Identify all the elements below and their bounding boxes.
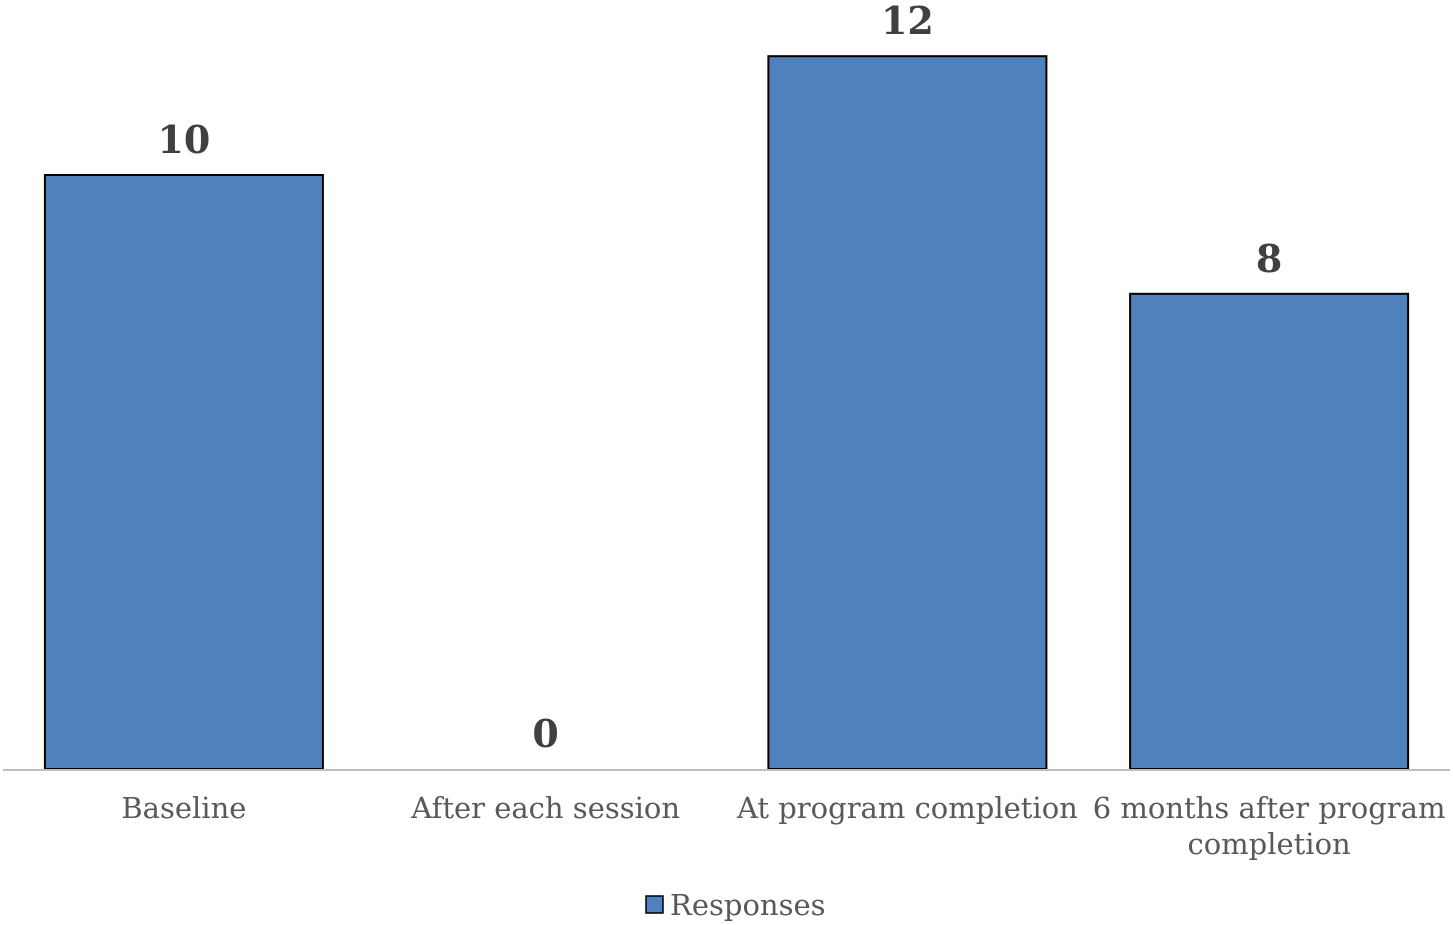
x-tick-label-1: After each session	[410, 791, 680, 825]
bars-group	[45, 56, 1408, 769]
data-labels-group: 10 0 12 8	[157, 0, 1282, 756]
bar-2	[768, 56, 1046, 769]
legend-label-responses: Responses	[670, 888, 826, 922]
data-label-0: 10	[157, 117, 210, 162]
data-label-3: 8	[1256, 236, 1282, 281]
x-tick-label-0: Baseline	[121, 791, 246, 825]
bar-0	[45, 175, 323, 769]
legend: Responses	[646, 888, 826, 922]
legend-swatch	[646, 896, 663, 913]
x-tick-labels-group: Baseline After each session At program com…	[121, 791, 1445, 861]
bar-3	[1130, 294, 1408, 769]
data-label-2: 12	[881, 0, 934, 43]
x-tick-label-2: At program completion	[736, 791, 1078, 825]
data-label-1: 0	[532, 711, 558, 756]
x-tick-label-3: 6 months after program completion	[1093, 791, 1446, 861]
